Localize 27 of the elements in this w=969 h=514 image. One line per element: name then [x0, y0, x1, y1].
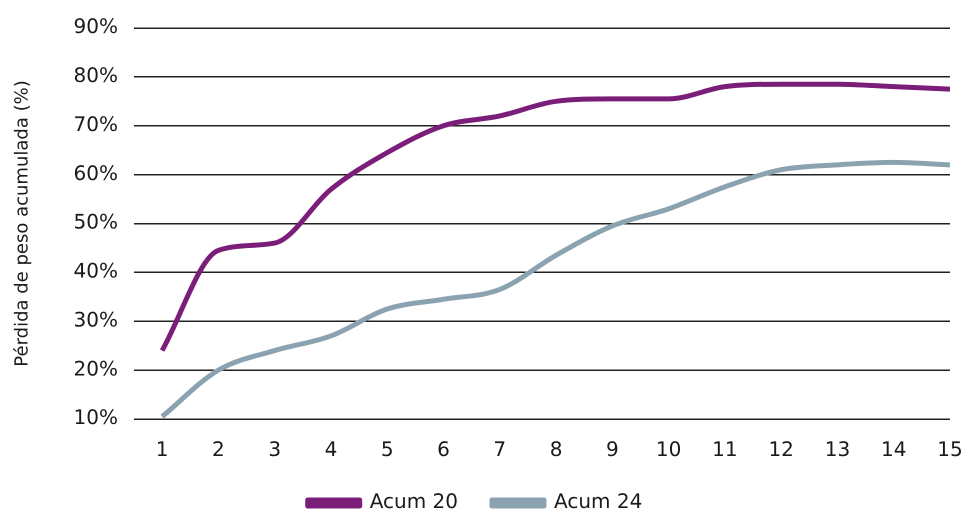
x-tick-label: 4: [324, 437, 338, 462]
x-tick-label: 5: [380, 437, 394, 462]
y-tick-label: 10%: [74, 405, 118, 430]
x-tick-label: 2: [212, 437, 225, 462]
x-tick-label: 6: [437, 437, 450, 462]
x-tick-label: 3: [268, 437, 282, 462]
x-tick-label: 8: [550, 437, 562, 462]
y-tick-label: 60%: [74, 160, 118, 185]
x-tick-label: 15: [937, 437, 963, 462]
y-tick-label: 20%: [74, 356, 118, 380]
y-tick-label: 40%: [74, 258, 118, 283]
x-tick-label: 12: [768, 437, 794, 462]
x-tick-label: 14: [881, 437, 906, 462]
x-tick-label: 7: [493, 437, 506, 462]
legend-label: Acum 24: [554, 489, 642, 514]
x-tick-label: 11: [712, 437, 738, 462]
y-tick-label: 80%: [74, 63, 118, 88]
legend-label: Acum 20: [370, 489, 458, 514]
y-axis-title: Pérdida de peso acumulada (%): [11, 80, 32, 367]
x-tick-label: 10: [656, 437, 682, 462]
x-tick-label: 1: [156, 437, 169, 462]
y-tick-label: 30%: [74, 307, 118, 332]
y-tick-label: 90%: [74, 14, 118, 38]
x-tick-label: 13: [824, 437, 850, 462]
x-tick-label: 9: [606, 437, 619, 462]
y-tick-label: 50%: [74, 210, 118, 234]
y-tick-label: 70%: [74, 112, 118, 136]
